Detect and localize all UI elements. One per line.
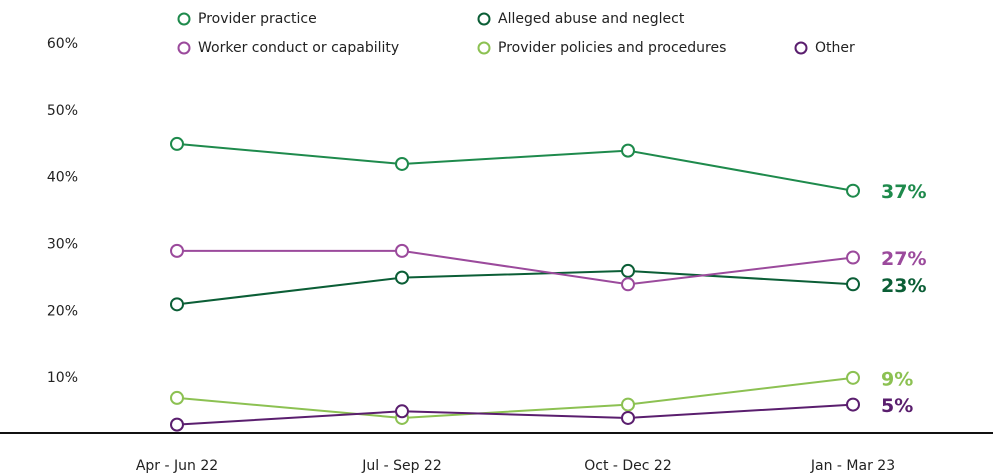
legend-marker xyxy=(177,12,191,26)
y-tick-label: 50% xyxy=(47,103,78,119)
point xyxy=(170,297,184,312)
series-line xyxy=(176,142,854,192)
x-tick-label: Jan - Mar 23 xyxy=(810,458,895,474)
point xyxy=(846,277,860,292)
legend-marker xyxy=(477,12,491,26)
point xyxy=(395,404,409,419)
legend-label: Provider policies and procedures xyxy=(498,40,726,56)
point xyxy=(621,263,635,278)
point xyxy=(846,370,860,385)
x-tick-label: Apr - Jun 22 xyxy=(136,458,218,474)
legend-marker xyxy=(477,41,491,55)
y-tick-label: 10% xyxy=(47,370,78,386)
point xyxy=(846,397,860,412)
point xyxy=(621,410,635,425)
legend-label: Worker conduct or capability xyxy=(198,40,399,56)
legend-label: Provider practice xyxy=(198,11,317,27)
x-tick-label: Oct - Dec 22 xyxy=(584,458,672,474)
value-label: 37% xyxy=(881,181,926,203)
point xyxy=(170,243,184,258)
point xyxy=(621,143,635,158)
point xyxy=(846,183,860,198)
y-tick-label: 40% xyxy=(47,170,78,186)
y-tick-label: 20% xyxy=(47,303,78,319)
point xyxy=(170,417,184,432)
series-line xyxy=(176,403,854,426)
value-label: 23% xyxy=(881,275,926,297)
point xyxy=(170,136,184,151)
point xyxy=(621,277,635,292)
point xyxy=(170,390,184,405)
y-tick-label: 60% xyxy=(47,36,78,52)
value-label: 9% xyxy=(881,368,913,390)
value-label: 27% xyxy=(881,248,926,270)
series-line xyxy=(176,376,854,419)
legend-label: Alleged abuse and neglect xyxy=(498,11,685,27)
legend-marker xyxy=(177,41,191,55)
legend-marker xyxy=(794,41,808,55)
series-line xyxy=(176,269,854,306)
y-tick-label: 30% xyxy=(47,237,78,253)
x-tick-label: Jul - Sep 22 xyxy=(361,458,442,474)
point xyxy=(395,270,409,285)
legend-label: Other xyxy=(815,40,855,56)
point xyxy=(395,243,409,258)
point xyxy=(621,397,635,412)
point xyxy=(846,250,860,265)
series-line xyxy=(177,249,854,286)
value-label: 5% xyxy=(881,395,913,417)
point xyxy=(395,156,409,171)
